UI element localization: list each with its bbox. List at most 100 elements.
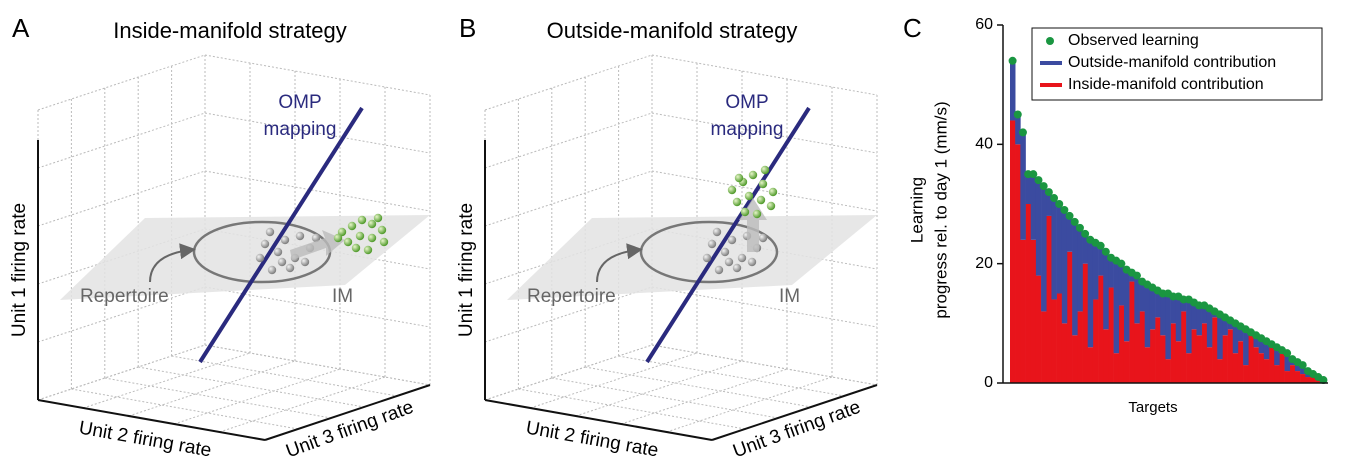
panel-letter: B (459, 13, 476, 43)
bar (1051, 299, 1056, 383)
grid-line (652, 345, 877, 385)
activity-dot (753, 210, 761, 218)
activity-dot (715, 266, 723, 274)
bar (1248, 335, 1253, 383)
x-axis-label: Targets (1128, 399, 1177, 416)
bar (1212, 317, 1217, 383)
grid-line (552, 378, 778, 418)
legend-label: Outside-manifold contribution (1068, 54, 1276, 71)
bar (1181, 311, 1186, 383)
bar (1031, 240, 1036, 383)
dot (1009, 57, 1017, 65)
bar (1057, 204, 1062, 294)
activity-dot (352, 244, 360, 252)
bar (1145, 347, 1150, 383)
dot (1019, 128, 1027, 136)
activity-dot (301, 258, 309, 266)
activity-dot (281, 236, 289, 244)
activity-dot (356, 232, 364, 240)
activity-dot (735, 174, 743, 182)
activity-dot (268, 266, 276, 274)
panel-title: Outside-manifold strategy (547, 18, 798, 43)
activity-dot (380, 238, 388, 246)
bar (1140, 311, 1145, 383)
activity-dot (728, 186, 736, 194)
bar (1062, 210, 1067, 323)
bar (1046, 216, 1051, 383)
panel-letter: A (12, 13, 30, 43)
bar (1093, 299, 1098, 383)
bar (1233, 353, 1238, 383)
bar (1108, 288, 1113, 383)
grid-line (205, 287, 430, 327)
panel-title: Inside-manifold strategy (113, 18, 347, 43)
activity-dot (708, 240, 716, 248)
y-tick-label: 60 (975, 16, 993, 33)
bar (1103, 252, 1108, 330)
grid-line (652, 345, 877, 385)
bar (1202, 323, 1207, 383)
bar (1077, 228, 1082, 312)
bar (1207, 347, 1212, 383)
axis-label: Unit 2 firing rate (77, 418, 213, 462)
bar (1217, 359, 1222, 383)
bar (1129, 282, 1134, 383)
y-axis-label: Learning (907, 177, 926, 243)
bar (1196, 335, 1201, 383)
bar (1026, 174, 1031, 204)
activity-dot (348, 222, 356, 230)
y-axis-label: progress rel. to day 1 (mm/s) (931, 101, 950, 318)
activity-dot (759, 234, 767, 242)
grid-line (621, 369, 787, 424)
axis-label: Unit 3 firing rate (730, 397, 863, 463)
panel-letter: C (903, 13, 922, 43)
bar (1119, 305, 1124, 383)
bar (1020, 240, 1025, 383)
bar (1171, 323, 1176, 383)
bar (1150, 329, 1155, 383)
bar (1015, 144, 1020, 383)
grid-line (205, 345, 430, 385)
activity-dot (728, 236, 736, 244)
bar (1222, 335, 1227, 383)
bar (1155, 317, 1160, 383)
grid-line (172, 356, 397, 396)
bar (1088, 347, 1093, 383)
axis-label: Unit 2 firing rate (524, 418, 660, 462)
bar (1217, 314, 1222, 359)
activity-dot (721, 248, 729, 256)
mapping-label: mapping (264, 119, 337, 140)
bar (1015, 115, 1020, 145)
bar (1077, 311, 1082, 383)
grid-line (38, 55, 205, 110)
bar (1176, 341, 1181, 383)
repertoire-label: Repertoire (80, 286, 169, 307)
dot (1014, 111, 1022, 119)
grid-line (205, 55, 430, 95)
bar (1279, 353, 1284, 383)
bar (1036, 276, 1041, 383)
activity-dot (748, 258, 756, 266)
bar (1026, 204, 1031, 383)
axis-label: Unit 1 firing rate (456, 203, 477, 337)
legend-label: Observed learning (1068, 32, 1199, 49)
grid-line (174, 369, 340, 424)
bar (1010, 61, 1015, 121)
grid-line (205, 345, 430, 385)
activity-dot (334, 234, 342, 242)
bar (1088, 240, 1093, 347)
activity-dot (286, 264, 294, 272)
bar (1041, 311, 1046, 383)
bar (1036, 180, 1041, 275)
activity-dot (344, 238, 352, 246)
activity-dot (741, 208, 749, 216)
page: AInside-manifold strategyOMPmappingReper… (0, 0, 1349, 475)
bar (1165, 294, 1170, 360)
bar (1150, 288, 1155, 330)
bar (1041, 186, 1046, 311)
activity-dot (738, 254, 746, 262)
axis-label: Unit 1 firing rate (9, 203, 30, 337)
bar (1160, 335, 1165, 383)
activity-dot (374, 214, 382, 222)
grid-line (485, 55, 652, 110)
